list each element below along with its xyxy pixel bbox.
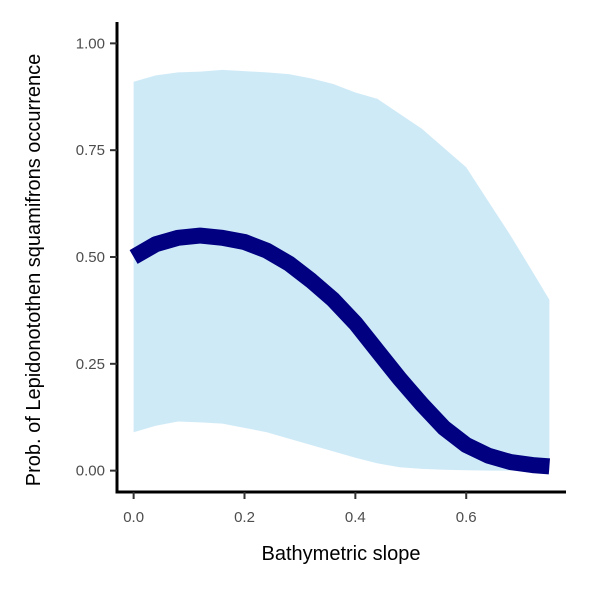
x-tick-label: 0.4: [345, 509, 366, 526]
y-ticks: 0.00 0.25 0.50 0.75 1.00: [76, 35, 117, 480]
confidence-band: [133, 69, 550, 471]
x-tick-label: 0.0: [123, 509, 144, 526]
x-tick-label: 0.6: [456, 509, 477, 526]
x-tick-label: 0.2: [234, 509, 255, 526]
y-axis-title: Prob. of Lepidonotothen squamifrons occu…: [23, 54, 45, 487]
y-tick-label: 1.00: [76, 35, 105, 52]
y-tick-label: 0.75: [76, 142, 105, 159]
x-ticks: 0.0 0.2 0.4 0.6: [123, 492, 477, 526]
x-axis-title: Bathymetric slope: [262, 543, 421, 565]
y-tick-label: 0.25: [76, 356, 105, 373]
fitted-line: [129, 227, 551, 475]
y-tick-label: 0.00: [76, 463, 105, 480]
axes: 0.00 0.25 0.50 0.75 1.00 0.0 0.2 0.4 0.6: [76, 22, 566, 526]
y-tick-label: 0.50: [76, 249, 105, 266]
plot-area: [129, 69, 551, 475]
